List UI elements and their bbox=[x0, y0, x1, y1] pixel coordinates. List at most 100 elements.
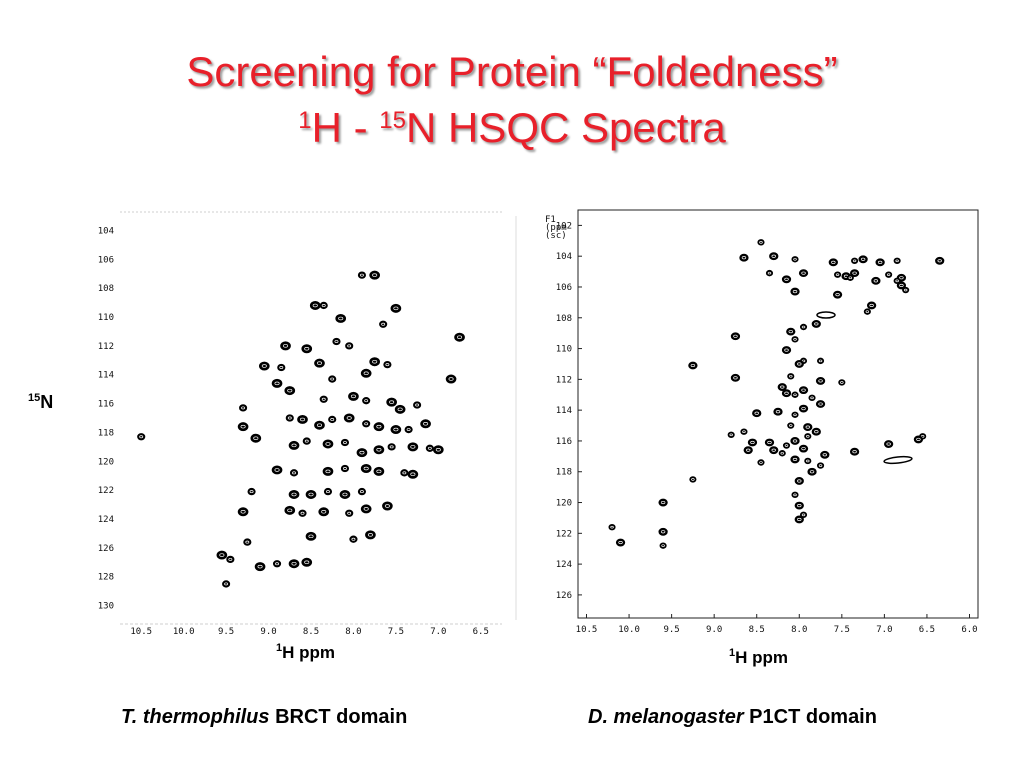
peak-contour bbox=[865, 310, 870, 313]
title-text: Screening for Protein “Foldedness” bbox=[186, 48, 838, 95]
peak-contour bbox=[899, 276, 904, 280]
peak-point bbox=[781, 389, 792, 398]
y-tick-label: 124 bbox=[556, 560, 572, 570]
peak-point bbox=[343, 413, 355, 423]
peak-point bbox=[608, 523, 616, 531]
peak-contour bbox=[406, 428, 411, 431]
y-tick-label: 128 bbox=[98, 573, 114, 583]
peak-contour bbox=[241, 406, 246, 410]
y-tick-label: 108 bbox=[556, 314, 572, 324]
y-tick-label: 106 bbox=[556, 283, 572, 293]
peak-point bbox=[798, 404, 809, 413]
peak-contour bbox=[775, 410, 781, 414]
peak-contour bbox=[423, 422, 429, 426]
peak-contour bbox=[393, 306, 399, 311]
peak-point bbox=[885, 271, 893, 278]
peak-point bbox=[757, 239, 765, 246]
peak-point bbox=[791, 411, 799, 418]
peak-contour bbox=[219, 553, 225, 557]
y-tick-label: 126 bbox=[98, 544, 114, 554]
peak-point bbox=[893, 257, 901, 265]
peak-point bbox=[849, 269, 860, 278]
peak-point bbox=[284, 505, 296, 515]
corner-label: (ppm bbox=[545, 223, 567, 233]
peak-contour bbox=[253, 436, 259, 440]
peak-contour bbox=[661, 544, 665, 547]
peak-contour bbox=[291, 561, 297, 566]
peak-contour bbox=[330, 377, 335, 381]
peak-point bbox=[808, 394, 816, 402]
peak-point bbox=[849, 447, 860, 456]
peak-point bbox=[791, 336, 799, 343]
peak-contour bbox=[347, 511, 352, 515]
peak-contour bbox=[835, 273, 840, 276]
x-tick-label: 9.0 bbox=[706, 625, 722, 635]
peak-point bbox=[794, 515, 804, 524]
peak-contour bbox=[793, 257, 797, 261]
peak-contour bbox=[292, 471, 296, 475]
peak-point bbox=[454, 332, 465, 342]
peak-contour bbox=[139, 435, 144, 439]
peak-point bbox=[730, 373, 741, 382]
peak-point bbox=[851, 257, 859, 265]
peak-contour bbox=[359, 490, 364, 494]
x-tick-label: 10.5 bbox=[130, 627, 152, 637]
y-axis-label-text: N bbox=[40, 392, 54, 412]
peak-point bbox=[322, 466, 334, 476]
peak-point bbox=[791, 491, 799, 499]
peak-contour bbox=[363, 466, 369, 471]
peak-point bbox=[239, 404, 248, 412]
peak-point bbox=[319, 301, 328, 310]
corner-label: (sc) bbox=[545, 231, 567, 241]
peak-point bbox=[373, 422, 385, 432]
peak-contour bbox=[831, 260, 836, 264]
peak-contour bbox=[801, 325, 806, 329]
y-tick-label: 110 bbox=[556, 345, 572, 355]
x-axis-label-text: H ppm bbox=[282, 643, 336, 662]
peak-point bbox=[727, 431, 735, 438]
peak-contour bbox=[818, 402, 823, 406]
peak-contour bbox=[359, 450, 365, 455]
peak-contour bbox=[869, 303, 874, 308]
peak-contour bbox=[852, 450, 857, 454]
peak-contour bbox=[780, 385, 785, 389]
peak-point bbox=[659, 542, 667, 549]
y-tick-label: 102 bbox=[556, 221, 572, 231]
peak-point bbox=[688, 361, 698, 370]
peak-contour bbox=[801, 513, 806, 517]
peak-point bbox=[289, 469, 299, 477]
peak-contour bbox=[801, 388, 806, 392]
peak-point bbox=[816, 462, 825, 469]
peak-point bbox=[730, 332, 741, 341]
peak-contour bbox=[402, 471, 407, 475]
peak-contour bbox=[809, 470, 815, 474]
peak-contour bbox=[818, 379, 823, 383]
peak-point bbox=[404, 425, 413, 434]
x-tick-label: 8.0 bbox=[791, 625, 807, 635]
peak-point bbox=[804, 457, 812, 465]
peak-point bbox=[383, 360, 392, 369]
plot-frame bbox=[577, 209, 979, 619]
peak-contour bbox=[792, 290, 798, 294]
peak-contour bbox=[338, 316, 344, 321]
peak-point bbox=[340, 438, 350, 447]
peak-contour bbox=[384, 504, 390, 508]
peak-contour bbox=[759, 461, 763, 464]
peak-contour bbox=[274, 468, 280, 472]
peak-point bbox=[284, 386, 296, 396]
peak-point bbox=[280, 341, 291, 351]
peak-contour bbox=[224, 582, 229, 586]
x-tick-label: 9.0 bbox=[260, 627, 276, 637]
peak-contour bbox=[316, 361, 323, 365]
peak-point bbox=[407, 469, 419, 479]
peak-point bbox=[820, 450, 830, 459]
x-tick-label: 10.0 bbox=[618, 625, 640, 635]
peak-point bbox=[893, 277, 901, 285]
peak-point bbox=[787, 422, 795, 429]
title-part-2: N HSQC Spectra bbox=[405, 104, 726, 151]
peak-point bbox=[301, 344, 313, 354]
peak-contour bbox=[240, 510, 246, 514]
peak-contour bbox=[784, 391, 789, 395]
peak-point bbox=[778, 450, 786, 457]
peak-point bbox=[815, 400, 826, 408]
